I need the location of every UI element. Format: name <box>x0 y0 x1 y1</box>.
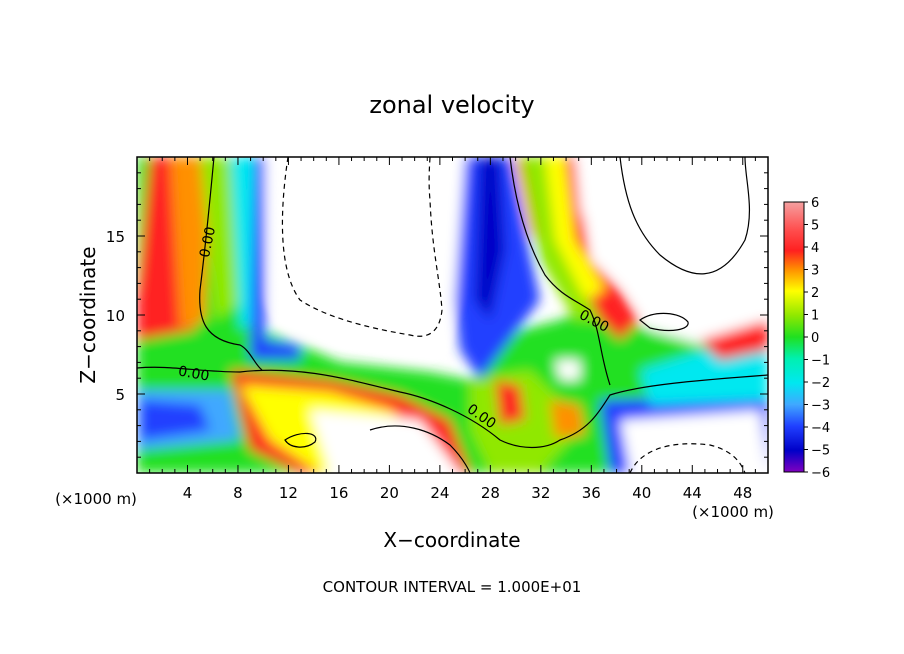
contour-interval-note: CONTOUR INTERVAL = 1.000E+01 <box>323 578 582 596</box>
x-tick-label: 24 <box>430 484 449 502</box>
contour-solid-6 <box>284 432 317 448</box>
y-tick-label: 15 <box>106 228 125 246</box>
contour-label-1: 0.00 <box>197 225 219 259</box>
colorbar-ticks: 6 5 4 3 2 1 0 −1 −2 −3 −4 −5 −6 <box>804 196 830 481</box>
contour-zero-3 <box>509 157 611 386</box>
colorbar-tick-label: −5 <box>811 444 830 459</box>
y-tick-label: 5 <box>115 386 125 404</box>
contour-dashed-1 <box>281 157 443 337</box>
contour-dashed-2 <box>629 443 746 473</box>
contour-zero-2 <box>137 366 768 449</box>
colorbar-tick-label: −2 <box>811 376 830 391</box>
velocity-field <box>137 157 768 473</box>
x-tick-label: 28 <box>481 484 500 502</box>
colorbar-tick-label: −3 <box>811 399 830 414</box>
colorbar-tick-label: 0 <box>811 331 819 346</box>
contour-solid-7 <box>369 425 471 473</box>
colorbar <box>783 201 805 473</box>
colorbar-tick-label: 6 <box>811 196 819 211</box>
x-tick-label: 48 <box>733 484 752 502</box>
x-tick-label: 8 <box>233 484 243 502</box>
y-axis: 5 10 15 <box>106 172 768 458</box>
x-tick-label: 16 <box>329 484 348 502</box>
colorbar-tick-label: −4 <box>811 421 830 436</box>
x-tick-label: 4 <box>183 484 193 502</box>
colorbar-tick-label: 4 <box>811 241 819 256</box>
y-tick-label: 10 <box>106 307 125 325</box>
x-unit-left: (×1000 m) <box>55 490 137 508</box>
contour-solid-4 <box>619 157 751 275</box>
chart-title: zonal velocity <box>369 91 534 119</box>
x-tick-label: 40 <box>632 484 651 502</box>
colorbar-tick-label: 2 <box>811 286 819 301</box>
contour-lines <box>137 157 768 473</box>
x-tick-label: 32 <box>531 484 550 502</box>
x-axis: 4 8 12 16 20 24 28 32 36 40 44 48 <box>149 157 756 502</box>
x-tick-label: 12 <box>279 484 298 502</box>
contour-solid-5 <box>638 312 689 332</box>
contour-zero-1 <box>199 157 263 371</box>
x-tick-label: 36 <box>582 484 601 502</box>
colorbar-tick-label: 1 <box>811 309 819 324</box>
colorbar-tick-label: −6 <box>811 466 830 481</box>
x-tick-label: 44 <box>683 484 702 502</box>
x-axis-label: X−coordinate <box>383 528 520 552</box>
colorbar-tick-label: 5 <box>811 219 819 234</box>
x-tick-label: 20 <box>380 484 399 502</box>
colorbar-tick-label: 3 <box>811 264 819 279</box>
colorbar-tick-label: −1 <box>811 354 830 369</box>
y-axis-label: Z−coordinate <box>76 246 100 383</box>
contour-label-2: 0.00 <box>177 363 210 384</box>
x-unit-right: (×1000 m) <box>692 503 774 521</box>
